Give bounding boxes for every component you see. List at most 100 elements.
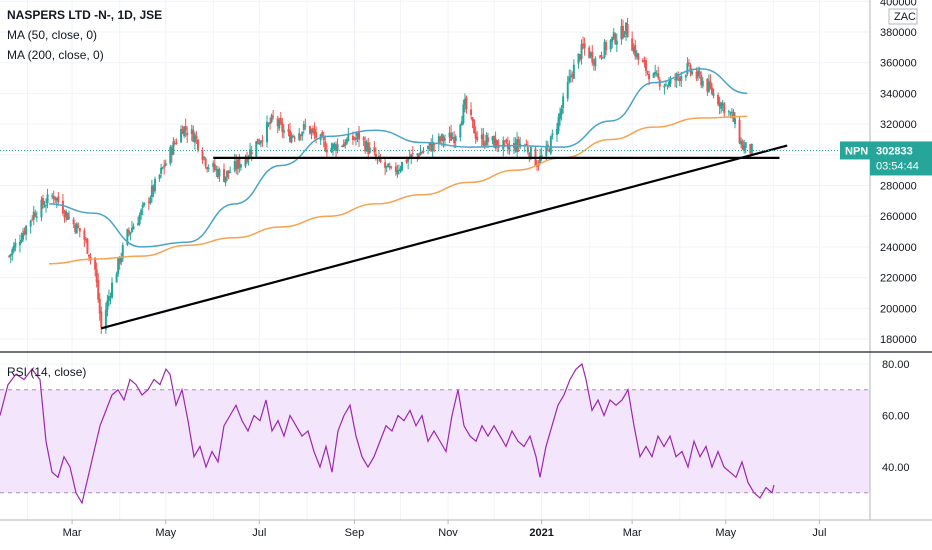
candle-body bbox=[505, 139, 508, 143]
candle-body bbox=[293, 137, 296, 139]
ma200-line bbox=[49, 115, 748, 265]
candle-body bbox=[218, 169, 221, 177]
candle-body bbox=[77, 225, 80, 228]
candle-body bbox=[132, 226, 135, 230]
candle-body bbox=[41, 198, 44, 206]
candle-body bbox=[394, 166, 397, 172]
candle-body bbox=[666, 85, 669, 87]
legend-ma200[interactable]: MA (200, close, 0) bbox=[7, 48, 104, 62]
candle-body bbox=[364, 140, 367, 152]
candle-body bbox=[691, 71, 694, 75]
candle-body bbox=[482, 133, 485, 146]
candle-body bbox=[594, 58, 597, 67]
time-axis-label: Sep bbox=[345, 527, 365, 539]
candle-body bbox=[663, 85, 666, 88]
rsi-axis-label: 60.00 bbox=[882, 411, 910, 423]
rsi-band-fill bbox=[0, 389, 870, 493]
candle-body bbox=[137, 223, 140, 226]
candle-body bbox=[330, 147, 333, 153]
candle-body bbox=[384, 162, 387, 168]
candle-body bbox=[206, 167, 209, 170]
candle-body bbox=[701, 80, 704, 87]
candle-body bbox=[397, 169, 400, 171]
candle-body bbox=[97, 280, 100, 300]
candle-body bbox=[106, 300, 109, 311]
time-axis-label: Mar bbox=[63, 527, 82, 539]
candle-body bbox=[388, 166, 391, 168]
price-axis-label: 360000 bbox=[880, 58, 917, 70]
candle-body bbox=[678, 77, 681, 81]
legend-title: NASPERS LTD -N-, 1D, JSE bbox=[7, 7, 162, 23]
candle-body bbox=[175, 142, 178, 144]
candle-body bbox=[153, 179, 156, 192]
candle-body bbox=[212, 163, 215, 167]
candle-body bbox=[74, 224, 77, 232]
candle-body bbox=[733, 118, 736, 125]
candle-body bbox=[442, 136, 445, 142]
candle-body bbox=[473, 119, 476, 134]
currency-label: ZAC bbox=[894, 11, 916, 23]
candle-body bbox=[417, 154, 420, 158]
candle-body bbox=[18, 241, 21, 246]
candle-body bbox=[463, 99, 466, 106]
candle-body bbox=[95, 269, 98, 283]
candle-body bbox=[246, 156, 249, 162]
candle-body bbox=[712, 93, 715, 96]
candle-body bbox=[723, 102, 726, 114]
candle-body bbox=[22, 233, 25, 240]
candle-body bbox=[84, 239, 87, 241]
candle-body bbox=[140, 209, 143, 216]
candle-body bbox=[233, 160, 236, 171]
candle-body bbox=[643, 61, 646, 63]
moving-average-lines bbox=[49, 68, 748, 265]
candle-body bbox=[265, 122, 268, 143]
candle-body bbox=[46, 194, 49, 204]
candle-body bbox=[117, 258, 120, 274]
price-axis-label: 400000 bbox=[880, 0, 917, 8]
candle-body bbox=[342, 143, 345, 148]
candle-body bbox=[396, 170, 399, 175]
candle-body bbox=[32, 211, 35, 220]
candle-body bbox=[100, 311, 103, 328]
candle-body bbox=[580, 44, 583, 59]
candle-body bbox=[729, 112, 732, 114]
candle-body bbox=[161, 167, 164, 169]
candle-body bbox=[749, 144, 752, 154]
candle-body bbox=[351, 135, 354, 140]
drawing-annotations[interactable] bbox=[0, 144, 870, 330]
candle-body bbox=[465, 97, 468, 110]
candle-body bbox=[674, 79, 677, 81]
candle-body bbox=[459, 124, 462, 138]
candle-body bbox=[25, 225, 28, 235]
candle-body bbox=[183, 126, 186, 136]
candle-body bbox=[152, 185, 155, 192]
candle-body bbox=[158, 174, 161, 179]
candle-body bbox=[557, 117, 560, 132]
candle-body bbox=[68, 217, 71, 219]
candle-body bbox=[186, 132, 189, 136]
candle-body bbox=[250, 151, 253, 155]
candle-body bbox=[356, 132, 359, 137]
candle-body bbox=[120, 257, 123, 263]
candle-body bbox=[195, 136, 198, 139]
candle-body bbox=[365, 141, 368, 151]
candle-body bbox=[244, 158, 247, 167]
candle-body bbox=[150, 185, 153, 198]
rsi-band bbox=[0, 389, 870, 494]
candle-body bbox=[374, 153, 377, 159]
legend-ma50[interactable]: MA (50, close, 0) bbox=[7, 28, 98, 42]
candle-body bbox=[430, 143, 433, 152]
symbol-badge bbox=[840, 141, 870, 160]
candle-body bbox=[717, 94, 720, 105]
legend-rsi[interactable]: RSI (14, close) bbox=[7, 365, 87, 379]
candle-body bbox=[562, 96, 565, 109]
trendline[interactable] bbox=[100, 144, 788, 330]
candle-body bbox=[631, 38, 634, 51]
candle-body bbox=[315, 132, 318, 138]
candle-body bbox=[172, 141, 175, 155]
candle-body bbox=[78, 228, 81, 232]
candle-body bbox=[115, 273, 118, 283]
candle-body bbox=[258, 143, 261, 145]
